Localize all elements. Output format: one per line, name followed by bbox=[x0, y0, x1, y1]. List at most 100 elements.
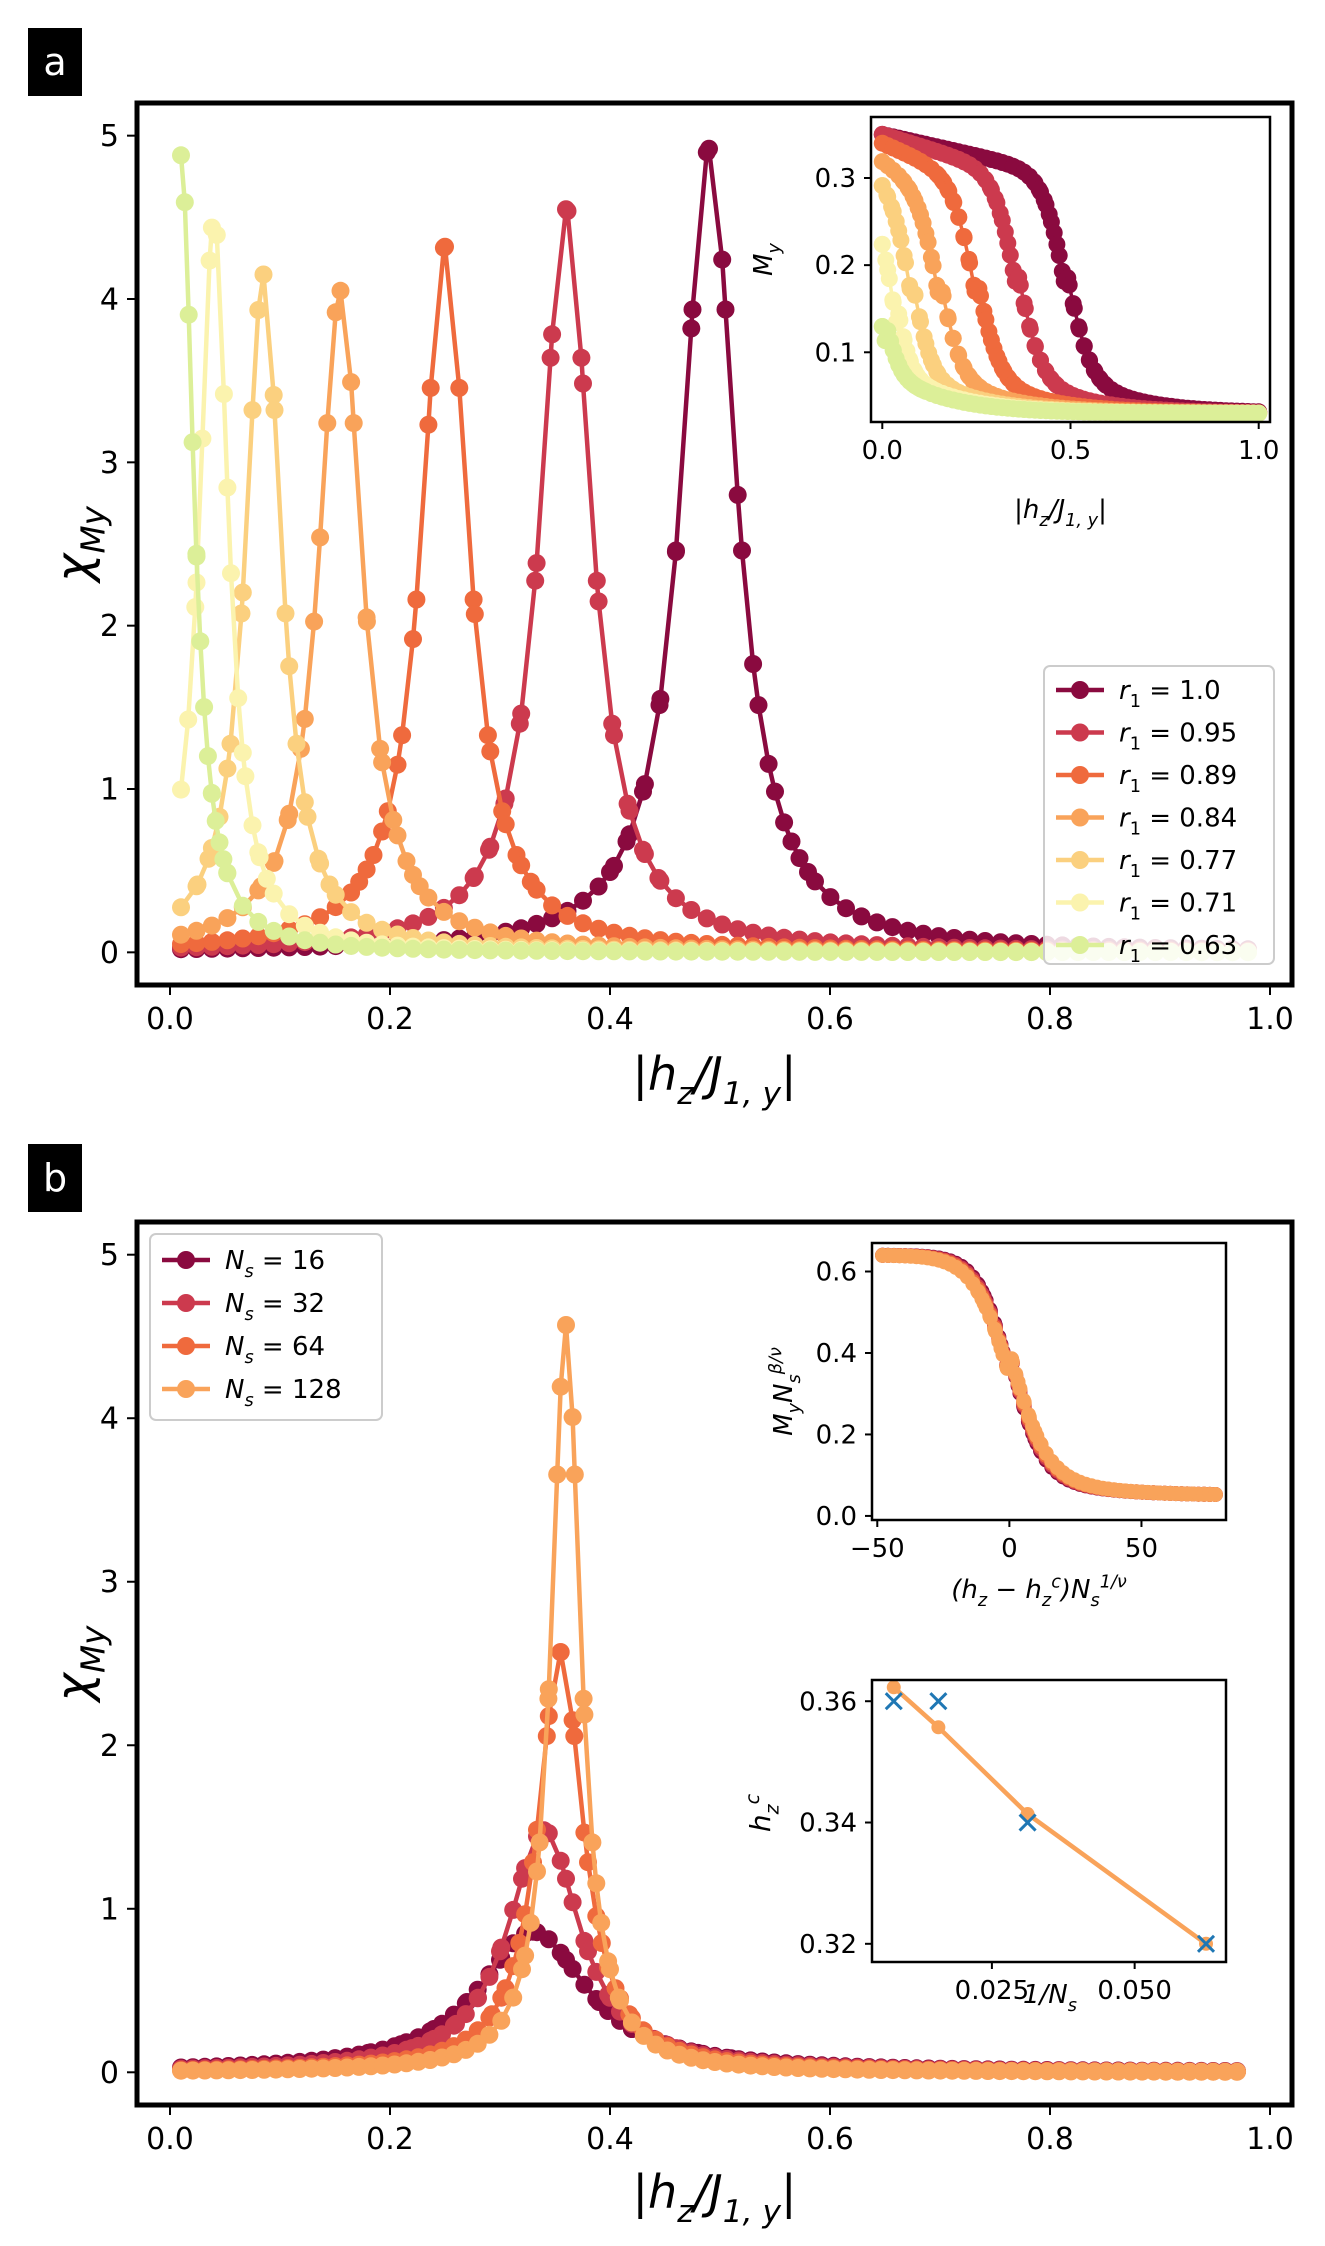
legend-swatch-marker bbox=[1071, 766, 1089, 784]
legend-swatch-marker bbox=[1071, 893, 1089, 912]
panel-b-3-point bbox=[557, 1316, 575, 1334]
panel-a-5-point bbox=[214, 385, 233, 403]
panel-b-3-point bbox=[611, 1991, 629, 2010]
legend-entry-label: r1 = 1.0 bbox=[1119, 676, 1221, 712]
panel-a-4-point bbox=[243, 401, 262, 420]
panel-a-2-point bbox=[419, 415, 438, 434]
panel-a-xlabel: |hz/J1, y| bbox=[633, 1047, 797, 1112]
panel-b-3-point bbox=[575, 1705, 594, 1724]
panel-a-1-point bbox=[404, 914, 422, 933]
y-tick-label: 1 bbox=[100, 773, 119, 808]
y-tick-label: 1 bbox=[100, 1892, 119, 1927]
panel-label-b: b bbox=[28, 1144, 82, 1212]
legend-entry-label: Ns = 64 bbox=[225, 1332, 325, 1368]
panel-a-5-point bbox=[186, 598, 205, 617]
panel-a-1-point bbox=[635, 845, 654, 863]
panel-b-3-point bbox=[592, 1913, 611, 1932]
inset-a-4-point bbox=[912, 313, 929, 331]
panel-b-1-point bbox=[557, 1869, 575, 1888]
panel-a-4-point bbox=[357, 913, 376, 932]
panel-a-6-point bbox=[419, 940, 438, 959]
panel-a-6-point bbox=[512, 941, 531, 960]
panel-a-5-point bbox=[179, 710, 198, 729]
panel-a-6-point bbox=[605, 942, 623, 961]
panel-a-1-point bbox=[728, 920, 747, 939]
panel-a-6-point bbox=[991, 943, 1010, 962]
panel-a-1-point bbox=[541, 348, 560, 367]
panel-b-3-point bbox=[548, 1465, 567, 1484]
inset-b1-3-point bbox=[1012, 1381, 1028, 1396]
legend-entry-label: Ns = 16 bbox=[225, 1246, 325, 1282]
panel-a-6-point bbox=[898, 943, 917, 961]
panel-a-6-point bbox=[682, 942, 701, 961]
panel-a-6-point bbox=[206, 811, 225, 830]
panel-a-5-point bbox=[222, 564, 240, 583]
inset-a-0-point bbox=[1075, 337, 1093, 355]
panel-a-4-point bbox=[280, 657, 299, 676]
legend-entry-label: r1 = 0.63 bbox=[1119, 931, 1237, 967]
panel-a-6-point bbox=[867, 942, 886, 961]
panel-a-2-point bbox=[218, 931, 237, 950]
panel-a-0-point bbox=[716, 300, 735, 319]
panel-a-5-point bbox=[280, 905, 299, 924]
panel-a-6-point bbox=[837, 942, 855, 961]
panel-b-chart: 0.0 0.2 0.4 0.6 0.8 1.0 0 1 2 3 4 5 |hz/J1, y| χMy Ns … bbox=[46, 1219, 1295, 2230]
panel-a-6-point bbox=[191, 632, 210, 651]
panel-a-5-point bbox=[250, 848, 269, 867]
panel-b-xlabel: |hz/J1, y| bbox=[633, 2165, 797, 2230]
inset-b2-fit-point bbox=[931, 1720, 946, 1735]
y-tick-label: 0.4 bbox=[816, 1339, 857, 1369]
y-tick-label: 0.3 bbox=[815, 164, 856, 194]
y-tick-label: 3 bbox=[100, 1565, 119, 1600]
inset-a-1-point bbox=[1011, 276, 1029, 294]
panel-a-2-point bbox=[388, 755, 407, 774]
panel-a-1-point bbox=[713, 915, 732, 934]
x-tick-label: 1.0 bbox=[1246, 2122, 1294, 2157]
panel-label-a: a bbox=[28, 28, 82, 96]
panel-a-0-point bbox=[589, 877, 608, 896]
panel-a-6-point bbox=[434, 940, 453, 959]
panel-a-3-point bbox=[305, 612, 324, 631]
x-tick-label: 1.0 bbox=[1246, 1002, 1294, 1037]
panel-a-6-point bbox=[883, 943, 902, 961]
panel-a-6-point bbox=[945, 943, 964, 961]
panel-a-4-point bbox=[298, 807, 317, 826]
panel-a-1-point bbox=[572, 348, 591, 367]
panel-a-1-point bbox=[589, 592, 608, 611]
panel-a-2-point bbox=[187, 934, 206, 953]
panel-a-4-point bbox=[295, 793, 314, 812]
inset-b2-x-marker bbox=[1196, 1934, 1216, 1953]
panel-b-3-point bbox=[521, 1913, 540, 1932]
legend-swatch-marker bbox=[177, 1337, 195, 1355]
panel-a-6-point bbox=[1022, 943, 1041, 962]
panel-a-0-point bbox=[527, 914, 546, 933]
panel-a-5-point bbox=[218, 478, 237, 497]
panel-a-6-point bbox=[326, 935, 345, 954]
panel-a-6-point bbox=[1007, 943, 1025, 962]
legend-entry-label: r1 = 0.71 bbox=[1119, 889, 1237, 925]
panel-a-frame bbox=[134, 100, 1295, 988]
panel-a-6-point bbox=[233, 896, 252, 915]
panel-a-6-point bbox=[404, 939, 422, 958]
panel-b-3-point bbox=[492, 2011, 511, 2030]
inset-b2-xlabel: 1/Ns bbox=[1023, 1980, 1077, 2016]
panel-a-0-point bbox=[683, 300, 702, 319]
panel-b-3-series bbox=[172, 1316, 1246, 2081]
x-tick-label: 0.6 bbox=[806, 2122, 854, 2157]
panel-b-3-point bbox=[516, 1946, 535, 1965]
panel-b-3-point bbox=[480, 2025, 499, 2044]
y-tick-label: 4 bbox=[100, 283, 119, 318]
panel-b-1-point bbox=[492, 1938, 511, 1957]
y-tick-label: 0.36 bbox=[799, 1687, 857, 1717]
panel-a-1-point bbox=[651, 871, 670, 890]
inset-a-5-point bbox=[880, 270, 898, 288]
panel-a-0-point bbox=[574, 891, 592, 910]
panel-a-3-point bbox=[342, 373, 361, 392]
panel-a-4-point bbox=[188, 875, 207, 894]
panel-a-3-point bbox=[331, 281, 350, 300]
panel-a-2-point bbox=[512, 856, 531, 875]
panel-a-2-point bbox=[364, 846, 383, 864]
x-tick-label: 1.0 bbox=[1238, 436, 1279, 466]
panel-a-2-point bbox=[421, 378, 440, 397]
legend-swatch-marker bbox=[1071, 723, 1089, 742]
